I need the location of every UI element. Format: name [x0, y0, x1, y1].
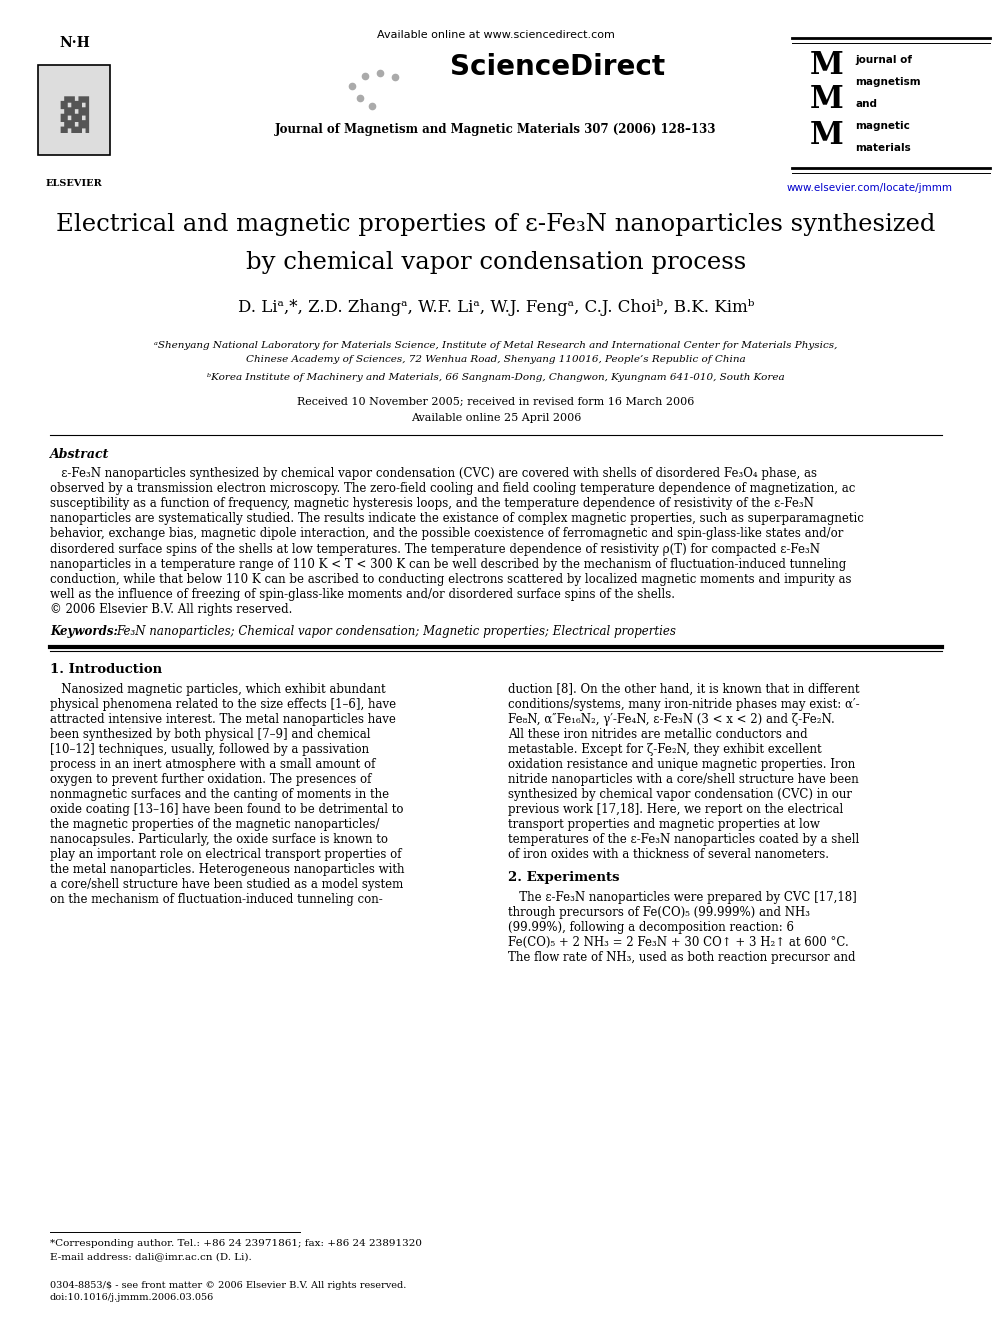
Text: oxide coating [13–16] have been found to be detrimental to: oxide coating [13–16] have been found to…: [50, 803, 404, 815]
Text: synthesized by chemical vapor condensation (CVC) in our: synthesized by chemical vapor condensati…: [508, 787, 852, 800]
Text: Chinese Academy of Sciences, 72 Wenhua Road, Shenyang 110016, People’s Republic : Chinese Academy of Sciences, 72 Wenhua R…: [246, 356, 746, 365]
Text: ε-Fe₃N nanoparticles synthesized by chemical vapor condensation (CVC) are covere: ε-Fe₃N nanoparticles synthesized by chem…: [50, 467, 817, 479]
Text: D. Liᵃ,*, Z.D. Zhangᵃ, W.F. Liᵃ, W.J. Fengᵃ, C.J. Choiᵇ, B.K. Kimᵇ: D. Liᵃ,*, Z.D. Zhangᵃ, W.F. Liᵃ, W.J. Fe…: [238, 299, 754, 316]
Text: N·H: N·H: [60, 36, 90, 50]
Text: The ε-Fe₃N nanoparticles were prepared by CVC [17,18]: The ε-Fe₃N nanoparticles were prepared b…: [508, 890, 857, 904]
Text: Received 10 November 2005; received in revised form 16 March 2006: Received 10 November 2005; received in r…: [298, 397, 694, 407]
Text: M: M: [810, 119, 844, 151]
Text: oxidation resistance and unique magnetic properties. Iron: oxidation resistance and unique magnetic…: [508, 758, 855, 770]
Text: (99.99%), following a decomposition reaction: 6: (99.99%), following a decomposition reac…: [508, 921, 794, 934]
Text: Electrical and magnetic properties of ε-Fe₃N nanoparticles synthesized: Electrical and magnetic properties of ε-…: [57, 213, 935, 237]
Text: ᵇKorea Institute of Machinery and Materials, 66 Sangnam-Dong, Changwon, Kyungnam: ᵇKorea Institute of Machinery and Materi…: [207, 373, 785, 382]
Text: a core/shell structure have been studied as a model system: a core/shell structure have been studied…: [50, 877, 404, 890]
Text: attracted intensive interest. The metal nanoparticles have: attracted intensive interest. The metal …: [50, 713, 396, 725]
Text: temperatures of the ε-Fe₃N nanoparticles coated by a shell: temperatures of the ε-Fe₃N nanoparticles…: [508, 832, 859, 845]
Text: Available online at www.sciencedirect.com: Available online at www.sciencedirect.co…: [377, 30, 615, 40]
Text: 1. Introduction: 1. Introduction: [50, 663, 162, 676]
Text: disordered surface spins of the shells at low temperatures. The temperature depe: disordered surface spins of the shells a…: [50, 542, 820, 556]
Text: magnetism: magnetism: [855, 77, 921, 87]
Text: © 2006 Elsevier B.V. All rights reserved.: © 2006 Elsevier B.V. All rights reserved…: [50, 603, 293, 617]
Text: nanocapsules. Particularly, the oxide surface is known to: nanocapsules. Particularly, the oxide su…: [50, 832, 388, 845]
Text: Fe(CO)₅ + 2 NH₃ = 2 Fe₃N + 30 CO↑ + 3 H₂↑ at 600 °C.: Fe(CO)₅ + 2 NH₃ = 2 Fe₃N + 30 CO↑ + 3 H₂…: [508, 935, 849, 949]
Text: the magnetic properties of the magnetic nanoparticles/: the magnetic properties of the magnetic …: [50, 818, 380, 831]
Text: ᵃShenyang National Laboratory for Materials Science, Institute of Metal Research: ᵃShenyang National Laboratory for Materi…: [155, 340, 837, 349]
Text: behavior, exchange bias, magnetic dipole interaction, and the possible coexisten: behavior, exchange bias, magnetic dipole…: [50, 528, 843, 540]
Text: and: and: [855, 99, 877, 108]
Text: magnetic: magnetic: [855, 120, 910, 131]
Text: physical phenomena related to the size effects [1–6], have: physical phenomena related to the size e…: [50, 697, 396, 710]
Text: duction [8]. On the other hand, it is known that in different: duction [8]. On the other hand, it is kn…: [508, 683, 859, 696]
Text: M: M: [810, 49, 844, 81]
Text: susceptibility as a function of frequency, magnetic hysteresis loops, and the te: susceptibility as a function of frequenc…: [50, 497, 813, 509]
Text: oxygen to prevent further oxidation. The presences of: oxygen to prevent further oxidation. The…: [50, 773, 371, 786]
Text: transport properties and magnetic properties at low: transport properties and magnetic proper…: [508, 818, 819, 831]
Text: of iron oxides with a thickness of several nanometers.: of iron oxides with a thickness of sever…: [508, 848, 829, 860]
Text: Fe₈N, α″Fe₁₆N₂, γ′-Fe₄N, ε-Fe₃N (3 < x < 2) and ζ-Fe₂N.: Fe₈N, α″Fe₁₆N₂, γ′-Fe₄N, ε-Fe₃N (3 < x <…: [508, 713, 834, 725]
Text: doi:10.1016/j.jmmm.2006.03.056: doi:10.1016/j.jmmm.2006.03.056: [50, 1294, 214, 1303]
FancyBboxPatch shape: [38, 65, 110, 155]
Text: ScienceDirect: ScienceDirect: [450, 53, 665, 81]
Text: ELSEVIER: ELSEVIER: [46, 179, 102, 188]
Text: metastable. Except for ζ-Fe₂N, they exhibit excellent: metastable. Except for ζ-Fe₂N, they exhi…: [508, 742, 821, 755]
Text: through precursors of Fe(CO)₅ (99.999%) and NH₃: through precursors of Fe(CO)₅ (99.999%) …: [508, 905, 810, 918]
Text: [10–12] techniques, usually, followed by a passivation: [10–12] techniques, usually, followed by…: [50, 742, 369, 755]
Text: observed by a transmission electron microscopy. The zero-field cooling and field: observed by a transmission electron micr…: [50, 482, 855, 495]
Text: M: M: [810, 85, 844, 115]
Text: ▓: ▓: [61, 97, 88, 134]
Text: by chemical vapor condensation process: by chemical vapor condensation process: [246, 250, 746, 274]
Text: Abstract: Abstract: [50, 448, 109, 462]
Text: Nanosized magnetic particles, which exhibit abundant: Nanosized magnetic particles, which exhi…: [50, 683, 386, 696]
Text: on the mechanism of fluctuation-induced tunneling con-: on the mechanism of fluctuation-induced …: [50, 893, 383, 905]
Text: All these iron nitrides are metallic conductors and: All these iron nitrides are metallic con…: [508, 728, 807, 741]
Text: nonmagnetic surfaces and the canting of moments in the: nonmagnetic surfaces and the canting of …: [50, 787, 389, 800]
Text: nitride nanoparticles with a core/shell structure have been: nitride nanoparticles with a core/shell …: [508, 773, 859, 786]
Text: nanoparticles in a temperature range of 110 K < T < 300 K can be well described : nanoparticles in a temperature range of …: [50, 558, 846, 570]
Text: www.elsevier.com/locate/jmmm: www.elsevier.com/locate/jmmm: [787, 183, 953, 193]
Text: Available online 25 April 2006: Available online 25 April 2006: [411, 413, 581, 423]
Text: journal of: journal of: [855, 56, 912, 65]
Text: process in an inert atmosphere with a small amount of: process in an inert atmosphere with a sm…: [50, 758, 375, 770]
Text: nanoparticles are systematically studied. The results indicate the existance of : nanoparticles are systematically studied…: [50, 512, 864, 525]
Text: conduction, while that below 110 K can be ascribed to conducting electrons scatt: conduction, while that below 110 K can b…: [50, 573, 851, 586]
Text: the metal nanoparticles. Heterogeneous nanoparticles with: the metal nanoparticles. Heterogeneous n…: [50, 863, 405, 876]
Text: Journal of Magnetism and Magnetic Materials 307 (2006) 128–133: Journal of Magnetism and Magnetic Materi…: [275, 123, 717, 136]
Text: previous work [17,18]. Here, we report on the electrical: previous work [17,18]. Here, we report o…: [508, 803, 843, 815]
Text: play an important role on electrical transport properties of: play an important role on electrical tra…: [50, 848, 402, 860]
Text: conditions/systems, many iron-nitride phases may exist: α′-: conditions/systems, many iron-nitride ph…: [508, 697, 860, 710]
Text: 2. Experiments: 2. Experiments: [508, 871, 619, 884]
Text: Fe₃N nanoparticles; Chemical vapor condensation; Magnetic properties; Electrical: Fe₃N nanoparticles; Chemical vapor conde…: [116, 624, 676, 638]
Text: well as the influence of freezing of spin-glass-like moments and/or disordered s: well as the influence of freezing of spi…: [50, 589, 675, 601]
Text: *Corresponding author. Tel.: +86 24 23971861; fax: +86 24 23891320: *Corresponding author. Tel.: +86 24 2397…: [50, 1240, 422, 1249]
Text: 0304-8853/$ - see front matter © 2006 Elsevier B.V. All rights reserved.: 0304-8853/$ - see front matter © 2006 El…: [50, 1281, 407, 1290]
Text: The flow rate of NH₃, used as both reaction precursor and: The flow rate of NH₃, used as both react…: [508, 950, 855, 963]
Text: Keywords:: Keywords:: [50, 624, 122, 638]
Text: been synthesized by both physical [7–9] and chemical: been synthesized by both physical [7–9] …: [50, 728, 370, 741]
Text: E-mail address: dali@imr.ac.cn (D. Li).: E-mail address: dali@imr.ac.cn (D. Li).: [50, 1253, 252, 1262]
Text: materials: materials: [855, 143, 911, 153]
